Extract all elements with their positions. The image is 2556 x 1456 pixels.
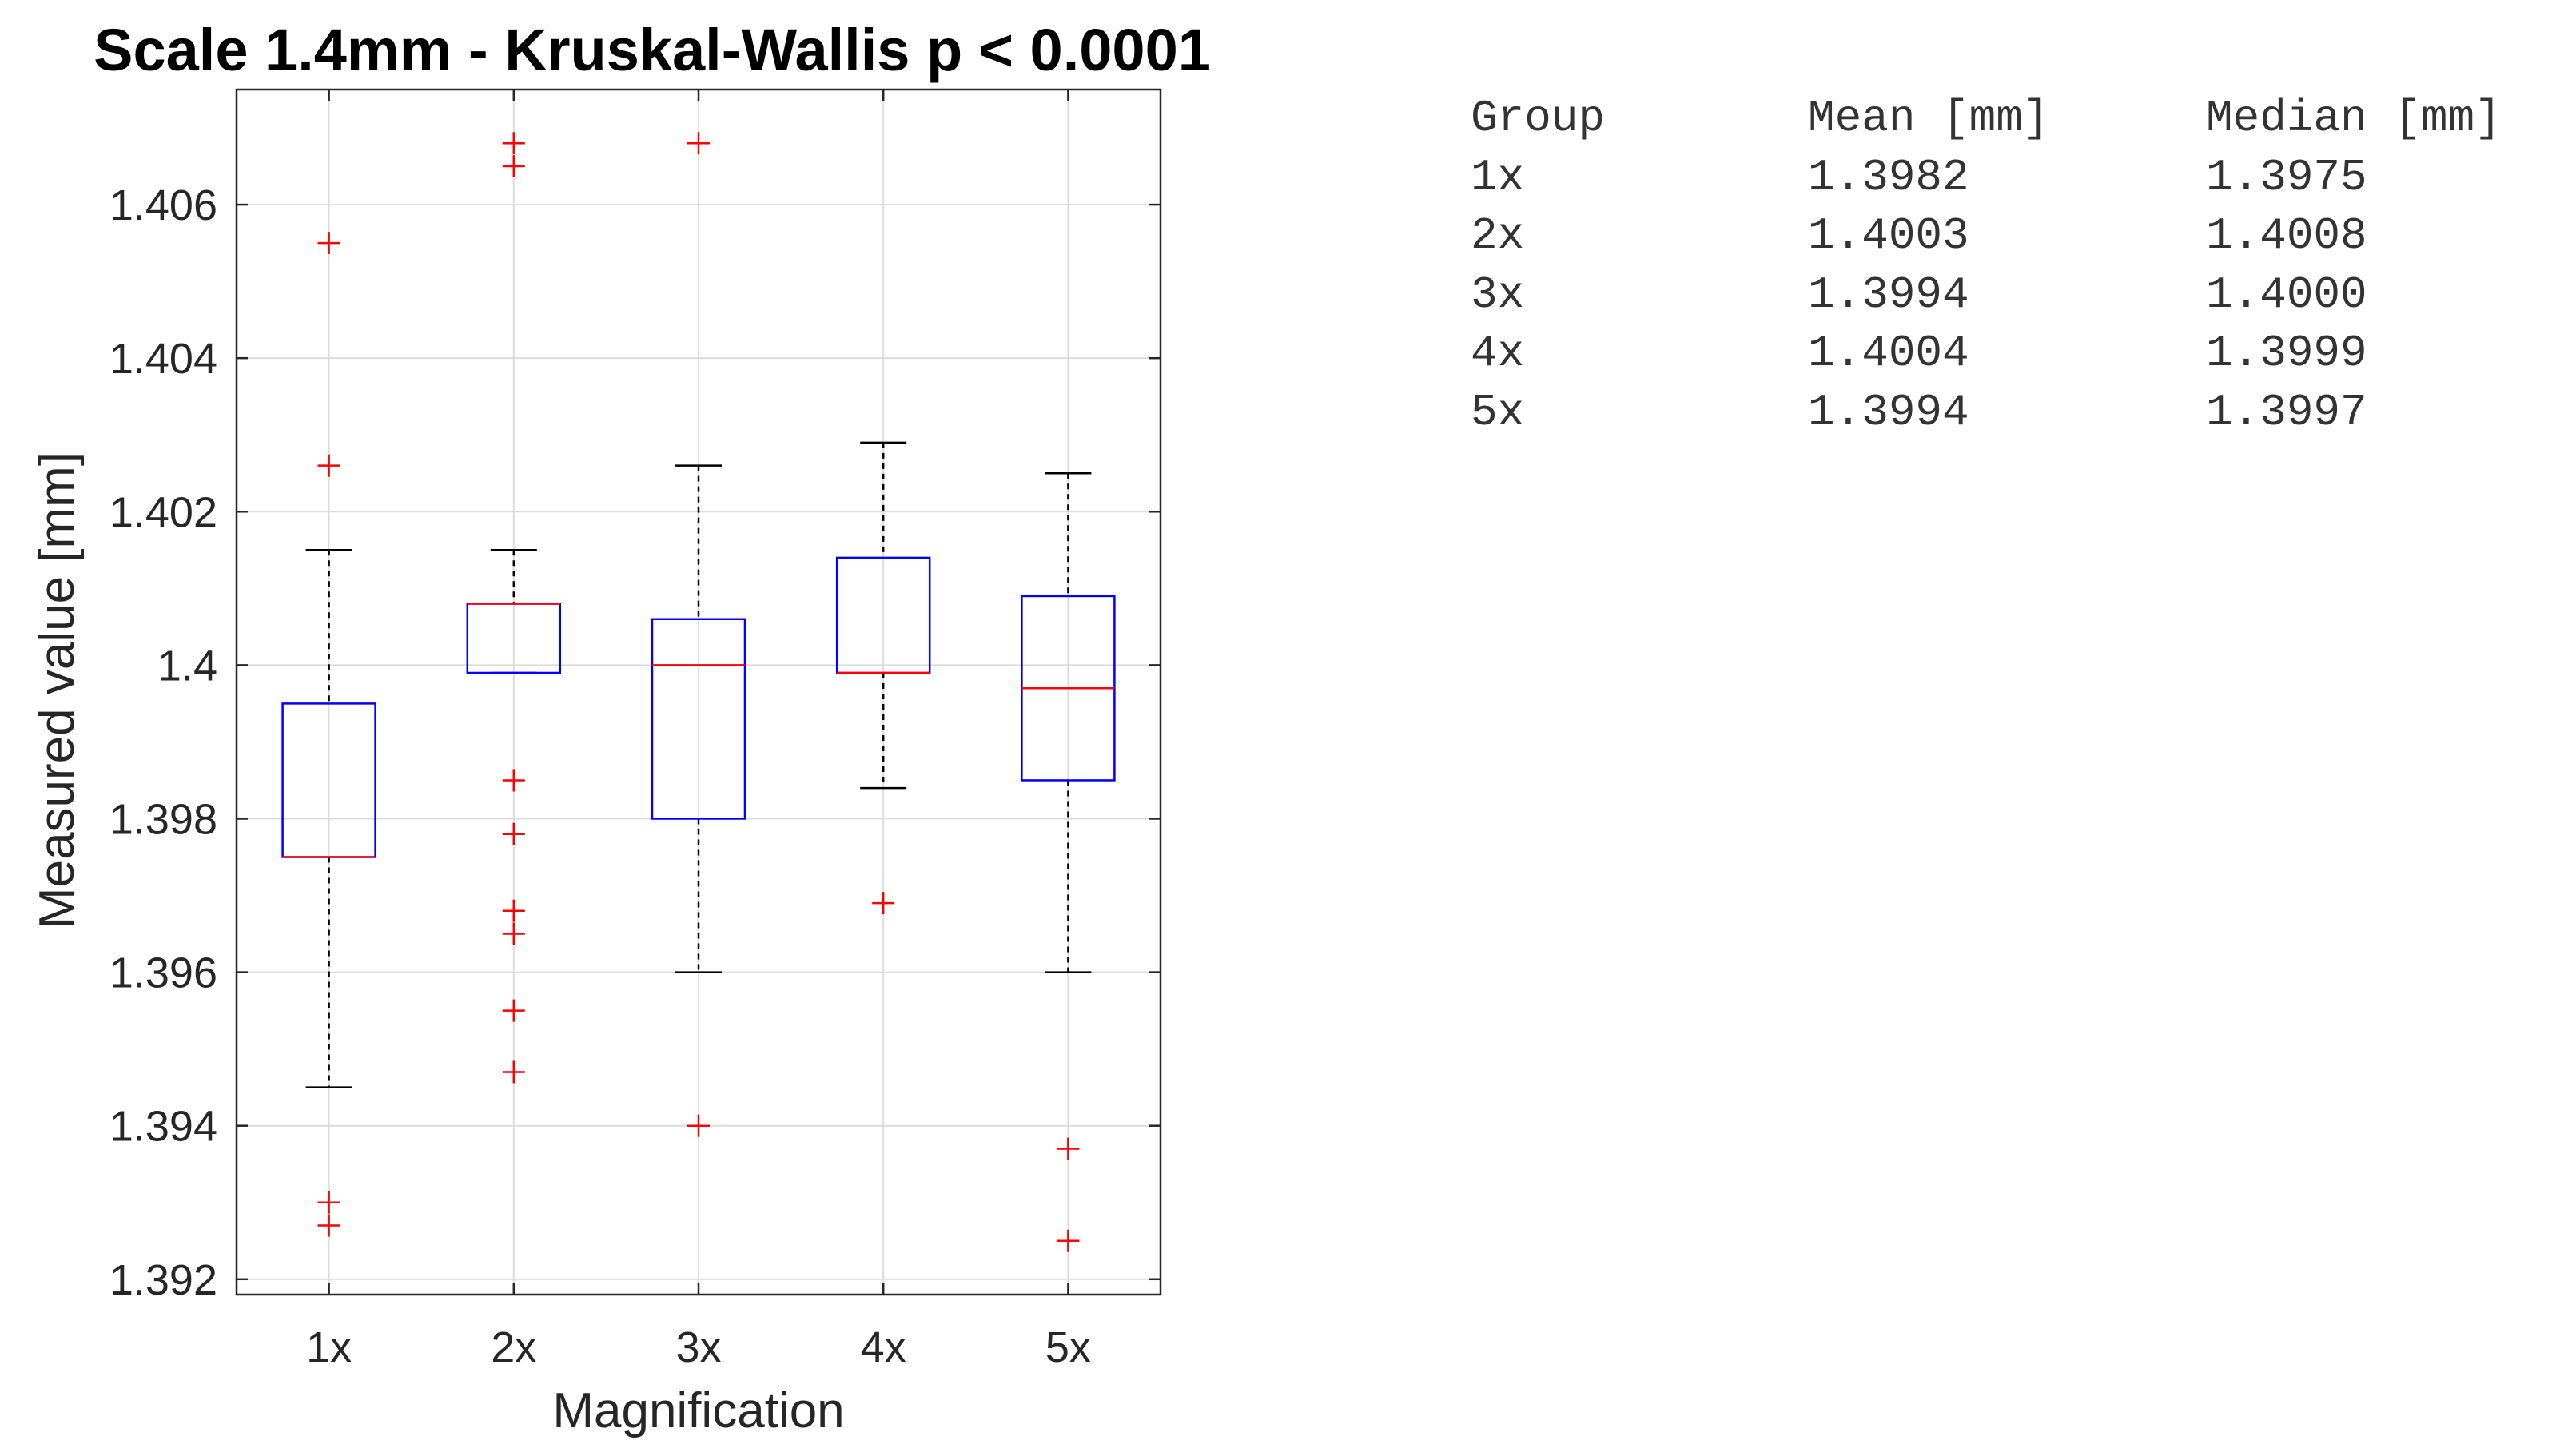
outlier-marker: [317, 1191, 340, 1214]
outlier-marker: [317, 454, 340, 477]
box-3x: [651, 132, 746, 1137]
chart-title: Scale 1.4mm - Kruskal-Wallis p < 0.0001: [94, 17, 1211, 83]
y-axis-label: Measured value [mm]: [30, 452, 85, 929]
x-axis-label: Magnification: [552, 1383, 844, 1438]
outlier-marker: [317, 1214, 340, 1237]
row-mean: 1.4003: [1808, 210, 1969, 261]
header-median: Median [mm]: [2206, 93, 2502, 144]
table-row: 2x 1.4003 1.4008: [1471, 207, 2502, 266]
row-group: 4x: [1471, 328, 1525, 379]
row-group: 1x: [1471, 151, 1525, 203]
outlier-marker: [502, 822, 525, 845]
outlier-marker: [1057, 1229, 1080, 1252]
row-median: 1.3975: [2206, 151, 2367, 203]
row-median: 1.4000: [2206, 269, 2367, 320]
axes: [235, 88, 1162, 1296]
stats-table-header: Group Mean [mm] Median [mm]: [1471, 90, 2502, 149]
box-4x: [835, 441, 931, 915]
row-mean: 1.3982: [1808, 151, 1969, 203]
row-mean: 1.4004: [1808, 328, 1969, 379]
outlier-marker: [687, 1114, 710, 1137]
box-1x: [281, 232, 376, 1237]
tick-labels: 1.392 1.394 1.396 1.398 1.4 1.402 1.404 1.406 1x…: [109, 181, 1091, 1371]
x-tick-label: 3x: [675, 1323, 721, 1371]
table-row: 1x 1.3982 1.3975: [1471, 149, 2502, 208]
y-tick-label: 1.392: [109, 1256, 217, 1304]
outlier-marker: [502, 922, 525, 945]
row-mean: 1.3994: [1808, 269, 1969, 320]
table-row: 4x 1.4004 1.3999: [1471, 324, 2502, 384]
row-median: 1.4008: [2206, 210, 2367, 261]
stats-table: Group Mean [mm] Median [mm] 1x 1.3982 1.…: [1471, 90, 2502, 442]
table-row: 3x 1.3994 1.4000: [1471, 266, 2502, 325]
outlier-marker: [317, 232, 340, 255]
row-group: 3x: [1471, 269, 1525, 320]
outlier-marker: [502, 769, 525, 792]
outlier-marker: [502, 132, 525, 155]
row-median: 1.3999: [2206, 328, 2367, 379]
outlier-marker: [502, 999, 525, 1022]
y-tick-label: 1.396: [109, 949, 217, 997]
row-group: 5x: [1471, 386, 1525, 438]
header-group: Group: [1471, 93, 1606, 144]
iqr-box: [651, 618, 746, 820]
x-tick-label: 5x: [1045, 1323, 1091, 1371]
outlier-marker: [687, 132, 710, 155]
y-tick-label: 1.404: [109, 335, 217, 383]
box-5x: [1021, 472, 1116, 1252]
row-group: 2x: [1471, 210, 1525, 261]
y-tick-label: 1.402: [109, 488, 217, 536]
outlier-marker: [502, 1060, 525, 1084]
y-tick-label: 1.398: [109, 795, 217, 843]
outlier-marker: [1057, 1137, 1080, 1160]
boxes: [281, 132, 1116, 1252]
outlier-marker: [872, 892, 895, 915]
y-tick-label: 1.394: [109, 1103, 217, 1151]
outlier-marker: [502, 155, 525, 178]
x-tick-label: 1x: [306, 1323, 352, 1371]
box-2x: [466, 132, 562, 1084]
y-tick-label: 1.406: [109, 181, 217, 229]
outlier-marker: [502, 899, 525, 922]
header-mean: Mean [mm]: [1808, 93, 2050, 144]
x-tick-label: 4x: [861, 1323, 906, 1371]
row-median: 1.3997: [2206, 386, 2367, 438]
table-row: 5x 1.3994 1.3997: [1471, 384, 2502, 443]
row-mean: 1.3994: [1808, 386, 1969, 438]
x-tick-label: 2x: [491, 1323, 536, 1371]
y-tick-label: 1.4: [157, 642, 217, 690]
